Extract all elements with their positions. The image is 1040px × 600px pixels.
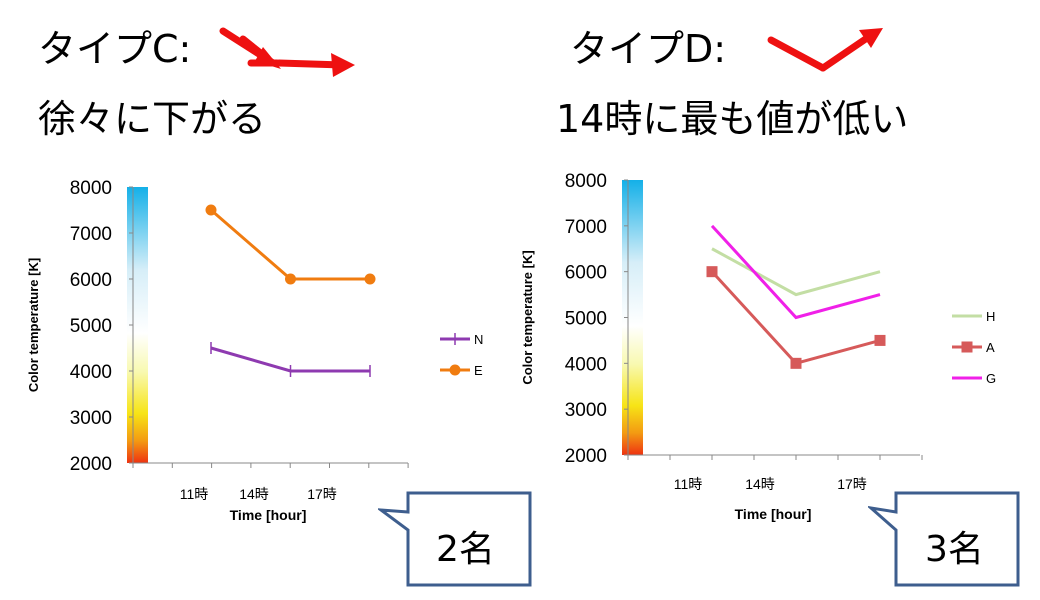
legend-marker-E: [449, 364, 461, 376]
y-tick-label: 6000: [565, 263, 607, 284]
y-tick-label: 5000: [70, 316, 112, 337]
color-temperature-scale-bar: [622, 180, 643, 455]
y-tick-label: 2000: [565, 446, 607, 467]
y-tick-label: 8000: [565, 171, 607, 192]
arrow-up-segment: [819, 32, 874, 72]
right-count-callout: [868, 491, 1020, 587]
x-tick-label: 14時: [239, 486, 269, 502]
legend-label-N: N: [474, 332, 483, 347]
y-tick-label: 3000: [70, 408, 112, 429]
legend-label-H: H: [986, 309, 995, 324]
x-axis-title: Time [hour]: [230, 507, 307, 523]
x-tick-label: 11時: [180, 486, 209, 502]
right-description: 14時に最も値が低い: [556, 97, 909, 141]
right-line-chart: 2000 3000 4000 5000 6000 7000 8000 11時 14時 17時 Tim…: [520, 171, 996, 522]
data-point-E: [285, 273, 296, 285]
data-point-A: [874, 334, 886, 346]
left-count-callout: [378, 491, 532, 587]
x-tick-label: 14時: [745, 476, 775, 492]
arrow-down-segment: [767, 36, 827, 72]
series-line-H: [711, 247, 881, 297]
color-temperature-scale-bar: [127, 187, 148, 463]
y-axis-title: Color temperature [K]: [520, 250, 535, 384]
data-point-A: [790, 357, 802, 369]
x-tick-label: 17時: [837, 476, 867, 492]
y-tick-label: 2000: [70, 454, 112, 475]
left-description: 徐々に下がる: [38, 97, 267, 141]
right-count-label: 3名: [925, 529, 984, 570]
arrow-head: [859, 28, 883, 48]
y-tick-label: 6000: [70, 270, 112, 291]
series-line-G: [710, 224, 881, 320]
left-line-chart: 2000 3000 4000 5000 6000 7000 8000 11時 14時 17時Tim…: [26, 178, 483, 523]
x-tick-label: 17時: [307, 486, 337, 502]
legend-label-A: A: [986, 340, 995, 355]
legend-label-G: G: [986, 371, 996, 386]
data-point-E: [205, 204, 217, 216]
data-point-A: [706, 266, 718, 278]
left-count-label: 2名: [436, 529, 495, 570]
data-point-E: [364, 273, 376, 285]
arrow-head: [331, 53, 355, 77]
downward-then-flat-arrow-icon: [219, 27, 355, 77]
y-tick-label: 7000: [70, 224, 112, 245]
series-line-E: [210, 208, 370, 281]
y-tick-label: 4000: [565, 354, 607, 375]
legend-label-E: E: [474, 363, 483, 378]
y-tick-label: 3000: [565, 400, 607, 421]
legend-marker-A: [961, 341, 973, 353]
y-axis-title: Color temperature [K]: [26, 258, 41, 392]
x-axis-title: Time [hour]: [735, 506, 812, 522]
left-type-label: タイプC:: [38, 27, 192, 71]
y-tick-label: 7000: [565, 217, 607, 238]
y-tick-label: 8000: [70, 178, 112, 199]
downward-then-upward-arrow-icon: [767, 28, 883, 72]
right-type-label: タイプD:: [570, 27, 727, 71]
y-tick-label: 4000: [70, 362, 112, 383]
x-tick-label: 11時: [674, 476, 703, 492]
arrow-mid-head: [255, 47, 281, 69]
y-tick-label: 5000: [565, 309, 607, 330]
